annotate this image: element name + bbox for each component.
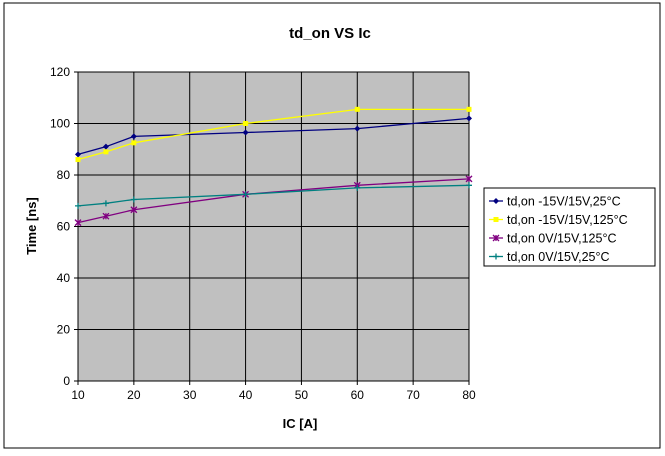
data-point (466, 106, 472, 112)
x-tick-label: 10 (71, 388, 85, 402)
legend-entry: td,on 0V/15V,25°C (507, 250, 610, 264)
data-point (75, 151, 81, 158)
data-point (102, 200, 109, 207)
data-point (75, 202, 81, 209)
data-point (74, 219, 82, 227)
x-tick-label: 40 (239, 388, 253, 402)
data-point (103, 149, 109, 155)
y-tick-label: 120 (50, 65, 70, 79)
data-point (354, 184, 361, 191)
series-line (77, 178, 470, 224)
legend-entry: td,on -15V/15V,25°C (507, 195, 621, 209)
series-line (77, 184, 470, 207)
chart-title: td_on VS Ic (289, 25, 371, 42)
data-point (130, 196, 137, 203)
data-point (493, 253, 499, 260)
data-point (242, 129, 249, 136)
x-axis-label: IC [A] (283, 416, 318, 431)
legend-box (483, 187, 656, 267)
x-tick-label: 30 (183, 388, 197, 402)
data-point (75, 157, 81, 163)
y-tick-label: 20 (57, 323, 71, 337)
data-point (130, 133, 137, 140)
series-line (77, 108, 469, 161)
data-point (131, 140, 137, 146)
data-point (130, 206, 138, 214)
series-line (77, 117, 470, 156)
data-point (493, 198, 499, 204)
y-tick-label: 40 (57, 271, 71, 285)
data-point (465, 175, 473, 183)
x-tick-label: 50 (295, 388, 309, 402)
x-tick-label: 70 (406, 388, 420, 402)
x-tick-label: 60 (351, 388, 365, 402)
data-point (354, 106, 360, 112)
y-axis-label: Time [ns] (24, 197, 39, 255)
y-tick-label: 60 (57, 220, 71, 234)
data-point (243, 121, 249, 126)
data-point (242, 191, 249, 198)
data-point (492, 234, 500, 242)
y-tick-label: 80 (57, 168, 71, 182)
y-tick-label: 0 (63, 374, 70, 388)
data-point (354, 125, 361, 132)
legend-entry: td,on 0V/15V,125°C (507, 232, 617, 246)
legend-entry: td,on -15V/15V,125°C (507, 213, 628, 227)
x-tick-label: 80 (462, 388, 476, 402)
data-point (466, 115, 472, 122)
data-point (102, 212, 110, 220)
data-point (493, 217, 499, 222)
x-tick-label: 20 (127, 388, 141, 402)
data-point (102, 143, 109, 150)
data-point (466, 182, 472, 189)
y-tick-label: 100 (50, 117, 70, 131)
